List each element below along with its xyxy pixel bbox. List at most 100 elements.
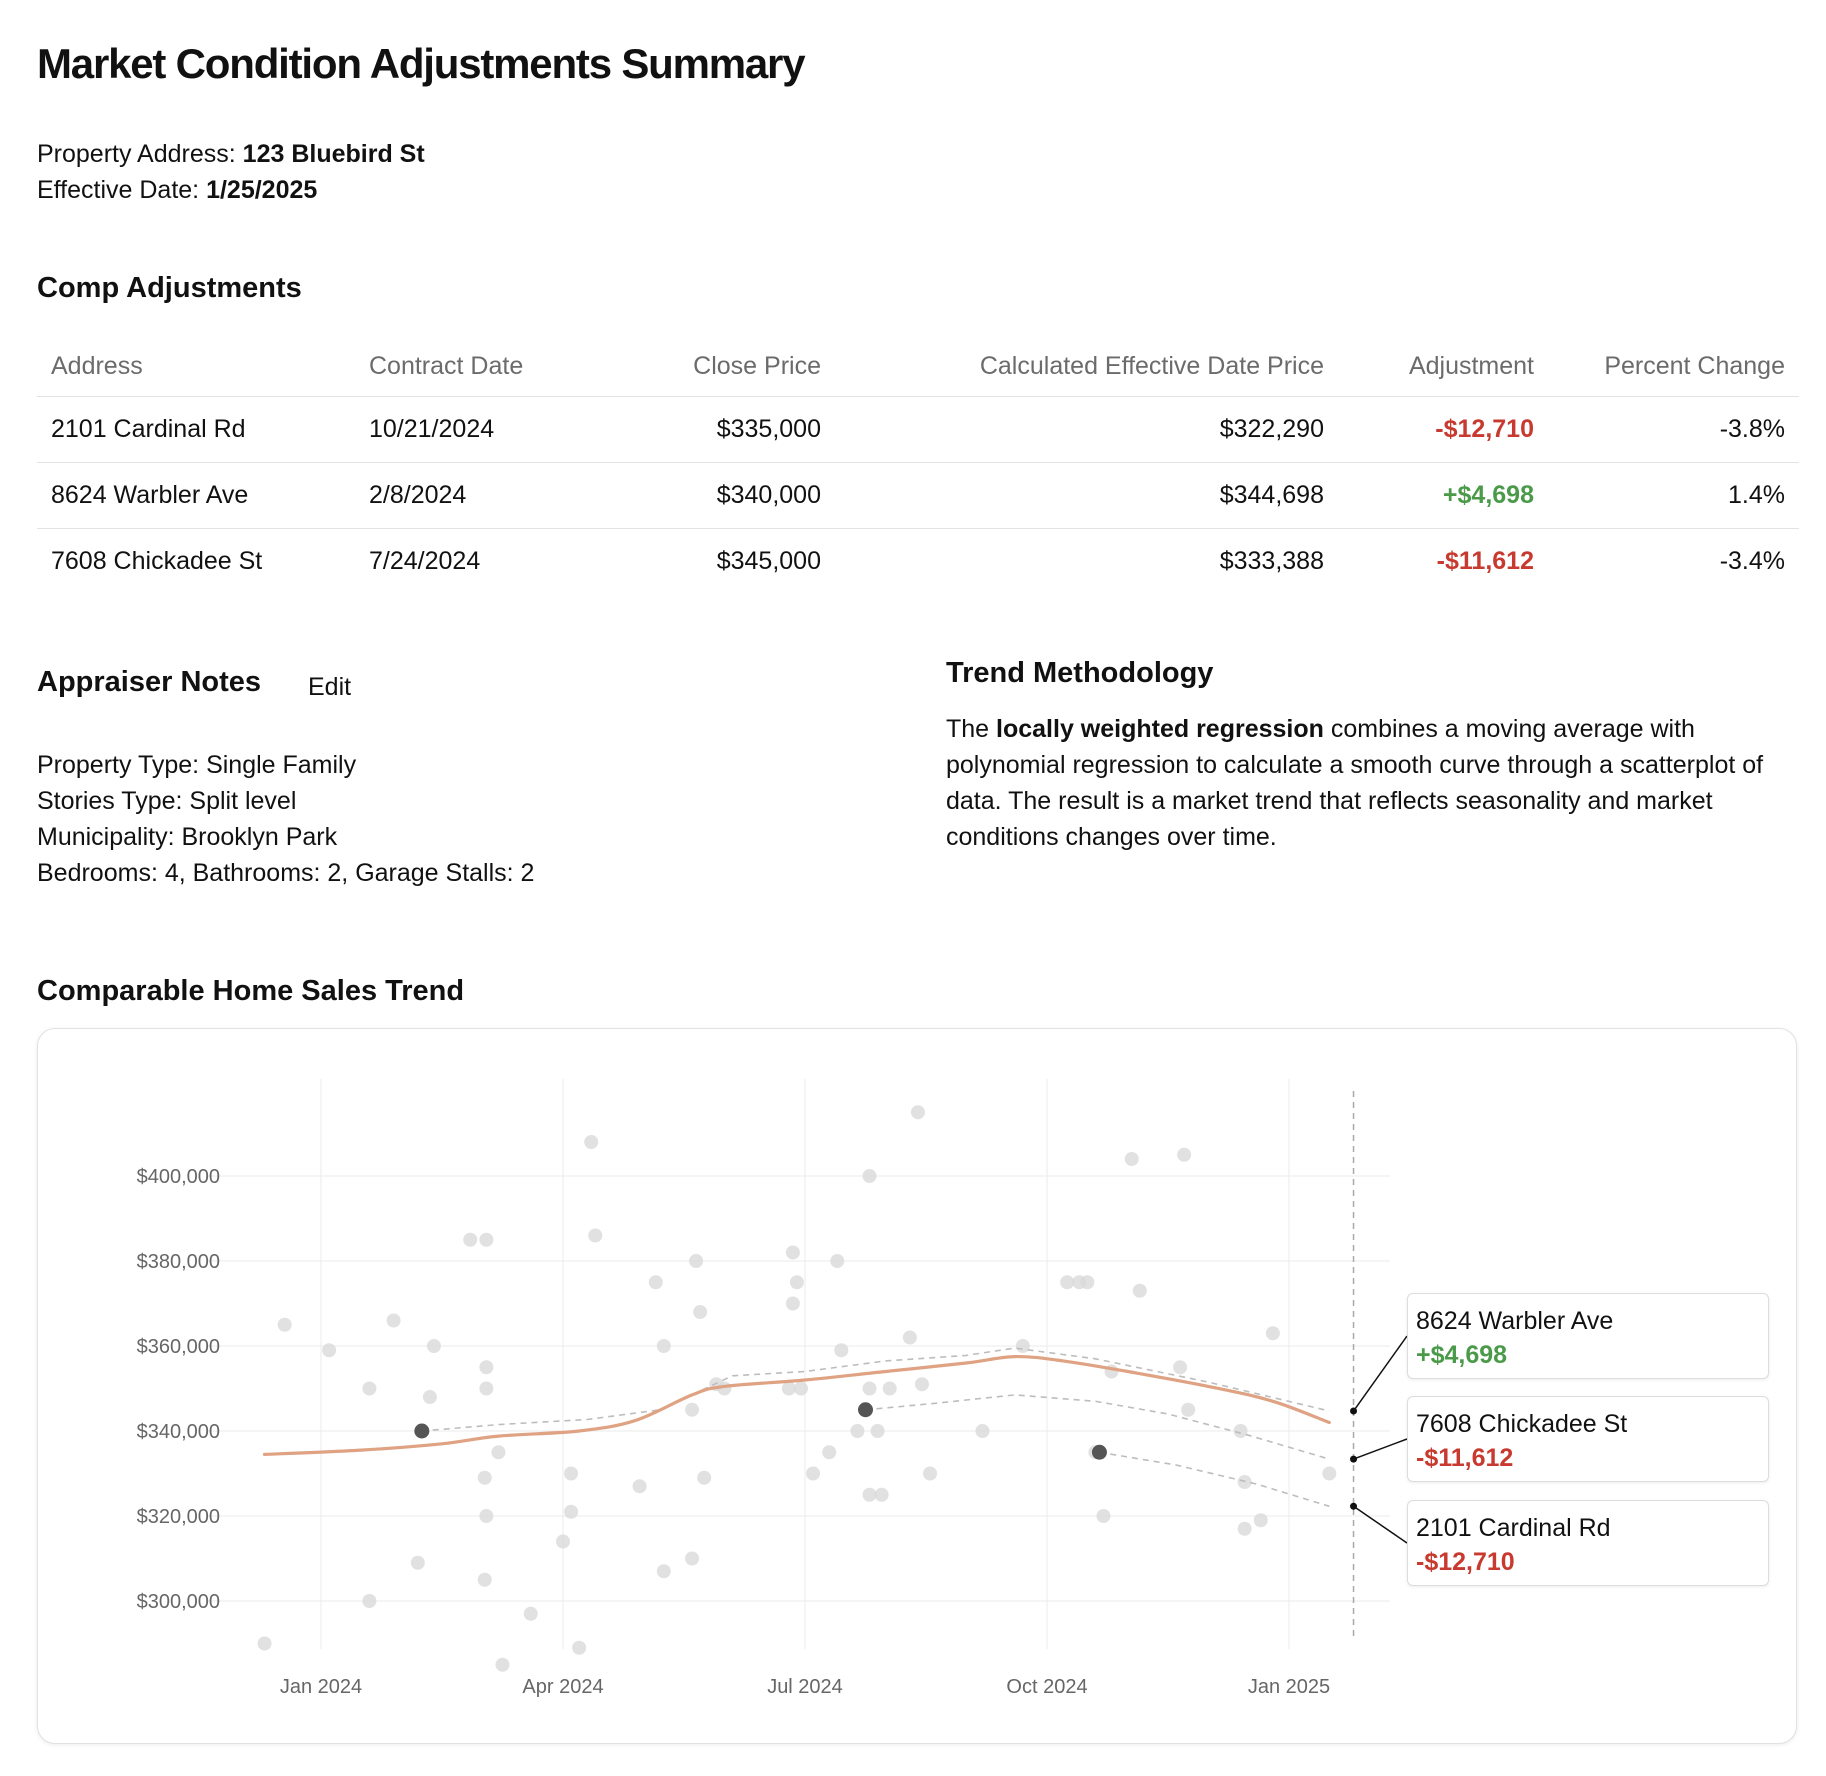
- trend-methodology-text: The locally weighted regression combines…: [946, 711, 1796, 855]
- scatter-point: [477, 1470, 492, 1485]
- cell-percent-change: 1.4%: [1548, 462, 1799, 529]
- scatter-point: [656, 1339, 671, 1353]
- scatter-point: [1237, 1521, 1252, 1536]
- scatter-point: [556, 1534, 570, 1549]
- y-tick-label: $300,000: [137, 1591, 220, 1613]
- scatter-point: [277, 1317, 292, 1332]
- cell-effective-price: $333,388: [1219, 547, 1324, 575]
- note-stories-type: Stories Type: Split level: [37, 787, 297, 815]
- scatter-point: [1265, 1326, 1280, 1341]
- scatter-point: [648, 1275, 663, 1290]
- scatter-point: [479, 1360, 494, 1375]
- scatter-point: [1132, 1283, 1147, 1298]
- scatter-point: [862, 1169, 877, 1183]
- scatter-point: [1096, 1509, 1111, 1523]
- cell-close-price: $345,000: [716, 547, 821, 575]
- scatter-point: [463, 1232, 478, 1247]
- sales-trend-chart-card: Jan 2024 Apr 2024 Jul 2024 Oct 2024 Jan 2025…: [37, 1028, 1797, 1744]
- comp-adjustments-table: Address Contract Date Close Price Calcul…: [37, 336, 1799, 594]
- methodology-text-start: The: [946, 715, 997, 743]
- cell-effective-price: $344,698: [835, 462, 1338, 529]
- scatter-point: [572, 1640, 587, 1655]
- scatter-point: [902, 1330, 917, 1345]
- scatter-point: [862, 1381, 877, 1396]
- scatter-point: [834, 1343, 849, 1358]
- cell-effective-price: $322,290: [835, 396, 1338, 463]
- scatter-point: [910, 1105, 925, 1120]
- effective-price-point: [1350, 1455, 1358, 1463]
- trend-line: [262, 1354, 1331, 1456]
- callout-connector: [1353, 1505, 1408, 1544]
- appraiser-notes-heading: Appraiser Notes: [37, 666, 262, 698]
- column-header-percent-change[interactable]: Percent Change: [1548, 336, 1799, 397]
- scatter-point: [685, 1402, 700, 1417]
- comp-sale-point: [858, 1402, 873, 1418]
- scatter-point: [793, 1381, 808, 1396]
- scatter-point: [822, 1445, 837, 1460]
- table-row: 2101 Cardinal Rd 10/21/2024 $335,000 $32…: [37, 396, 1799, 463]
- callout-cardinal: 2101 Cardinal Rd -$12,710: [1407, 1500, 1769, 1586]
- scatter-point: [1015, 1339, 1030, 1353]
- scatter-point: [495, 1657, 510, 1672]
- scatter-point: [1060, 1275, 1075, 1290]
- edit-notes-button[interactable]: Edit: [300, 669, 359, 706]
- cell-adjustment: -$12,710: [1338, 396, 1548, 463]
- comp-adjustment-path: [1099, 1451, 1330, 1508]
- cell-adjustment: +$4,698: [1338, 462, 1548, 529]
- scatter-point: [1173, 1360, 1188, 1375]
- scatter-point: [1181, 1402, 1196, 1417]
- scatter-point: [386, 1313, 401, 1328]
- comp-sale-point: [1091, 1444, 1107, 1460]
- appraiser-notes-list: Property Type: Single Family Stories Typ…: [37, 747, 534, 891]
- column-header-adjustment[interactable]: Adjustment: [1338, 336, 1548, 397]
- column-header-address[interactable]: Address: [37, 336, 355, 397]
- callout-connector: [1352, 1335, 1408, 1412]
- callout-adjustment: -$12,710: [1416, 1548, 1515, 1576]
- scatter-point: [362, 1381, 377, 1396]
- callout-adjustment: +$4,698: [1416, 1341, 1508, 1369]
- scatter-point: [785, 1245, 800, 1260]
- scatter-point: [830, 1254, 845, 1268]
- y-tick-label: $400,000: [137, 1166, 220, 1188]
- scatter-point: [257, 1636, 272, 1651]
- y-tick-label: $340,000: [137, 1421, 220, 1443]
- property-address-value: 123 Bluebird St: [242, 140, 425, 168]
- scatter-point: [479, 1509, 494, 1523]
- property-address-label: Property Address:: [37, 140, 236, 168]
- callout-chickadee: 7608 Chickadee St -$11,612: [1407, 1396, 1769, 1482]
- scatter-point: [914, 1377, 929, 1392]
- methodology-text-bold: locally weighted regression: [996, 715, 1324, 743]
- scatter-point: [975, 1424, 990, 1438]
- scatter-point: [588, 1228, 603, 1243]
- column-header-effective-price[interactable]: Calculated Effective Date Price: [835, 336, 1338, 397]
- column-header-close-price[interactable]: Close Price: [595, 336, 835, 397]
- callout-warbler: 8624 Warbler Ave +$4,698: [1407, 1293, 1769, 1379]
- callout-adjustment: -$11,612: [1416, 1444, 1514, 1472]
- sales-trend-chart: Jan 2024 Apr 2024 Jul 2024 Oct 2024 Jan 2025…: [137, 1079, 1408, 1698]
- column-header-contract-date[interactable]: Contract Date: [355, 336, 595, 397]
- scatter-point: [1253, 1513, 1268, 1528]
- x-tick-label: Oct 2024: [1006, 1676, 1087, 1698]
- scatter-point: [632, 1479, 647, 1494]
- scatter-point: [689, 1254, 704, 1268]
- callout-address: 7608 Chickadee St: [1416, 1410, 1628, 1438]
- effective-date-label: Effective Date:: [37, 176, 200, 204]
- scatter-point: [491, 1445, 506, 1460]
- scatter-point: [523, 1606, 538, 1621]
- scatter-point: [584, 1135, 599, 1149]
- methodology-text-end: combines a moving average with polynomia…: [946, 715, 1764, 851]
- x-tick-label: Jan 2025: [1248, 1676, 1330, 1698]
- scatter-point: [882, 1381, 897, 1396]
- scatter-point: [1080, 1275, 1095, 1290]
- page-title: Market Condition Adjustments Summary: [37, 40, 806, 87]
- scatter-point: [479, 1232, 494, 1247]
- cell-contract-date: 2/8/2024: [355, 462, 595, 529]
- scatter-point: [410, 1555, 425, 1570]
- cell-contract-date: 7/24/2024: [369, 547, 481, 575]
- scatter-point: [789, 1275, 804, 1290]
- scatter-point: [477, 1572, 492, 1587]
- sales-trend-heading: Comparable Home Sales Trend: [37, 975, 465, 1007]
- scatter-point: [656, 1564, 671, 1579]
- scatter-point: [874, 1487, 889, 1502]
- scatter-point: [1322, 1466, 1337, 1481]
